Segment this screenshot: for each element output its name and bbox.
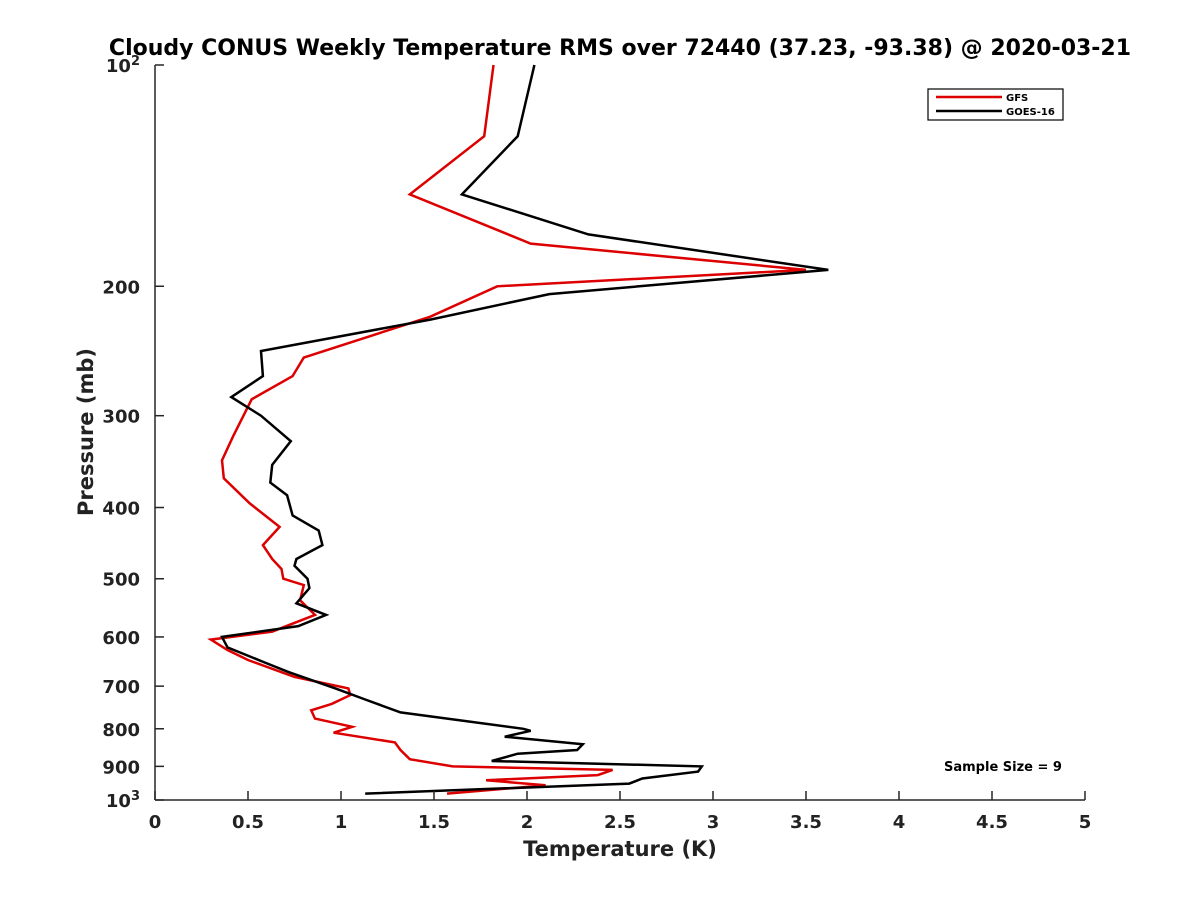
x-tick-label: 3 bbox=[707, 812, 720, 833]
y-tick-label: 900 bbox=[102, 757, 140, 778]
x-tick-label: 0 bbox=[149, 812, 162, 833]
legend: GFS GOES-16 bbox=[927, 88, 1064, 121]
y-tick-label: 500 bbox=[102, 570, 140, 591]
y-tick-label: 400 bbox=[102, 499, 140, 520]
y-tick-label: 300 bbox=[102, 407, 140, 428]
x-tick-label: 1 bbox=[335, 812, 348, 833]
sample-size-annotation: Sample Size = 9 bbox=[944, 760, 1062, 775]
x-tick-label: 4 bbox=[893, 812, 906, 833]
chart-title: Cloudy CONUS Weekly Temperature RMS over… bbox=[109, 36, 1131, 61]
y-tick-label: 800 bbox=[102, 720, 140, 741]
y-tick-label: 700 bbox=[102, 677, 140, 698]
y-tick-label: 600 bbox=[102, 628, 140, 649]
plot-lines bbox=[207, 64, 829, 795]
x-tick-label: 1.5 bbox=[418, 812, 450, 833]
y-tick-label: 200 bbox=[102, 277, 140, 298]
x-tick-label: 2.5 bbox=[604, 812, 636, 833]
x-ticks: 0 0.5 1 1.5 2 2.5 3 3.5 4 4.5 5 bbox=[149, 791, 1092, 833]
legend-label-goes16: GOES-16 bbox=[1006, 107, 1055, 118]
series-line-gfs bbox=[207, 64, 807, 795]
x-axis-label: Temperature (K) bbox=[523, 837, 717, 861]
x-tick-label: 3.5 bbox=[790, 812, 822, 833]
x-tick-label: 4.5 bbox=[976, 812, 1008, 833]
x-tick-label: 0.5 bbox=[232, 812, 264, 833]
legend-label-gfs: GFS bbox=[1006, 93, 1028, 104]
series-line-goes-16 bbox=[220, 64, 829, 795]
x-tick-label: 2 bbox=[521, 812, 534, 833]
x-tick-label: 5 bbox=[1079, 812, 1092, 833]
legend-box bbox=[927, 88, 1064, 121]
y-axis-label: Pressure (mb) bbox=[74, 348, 98, 516]
